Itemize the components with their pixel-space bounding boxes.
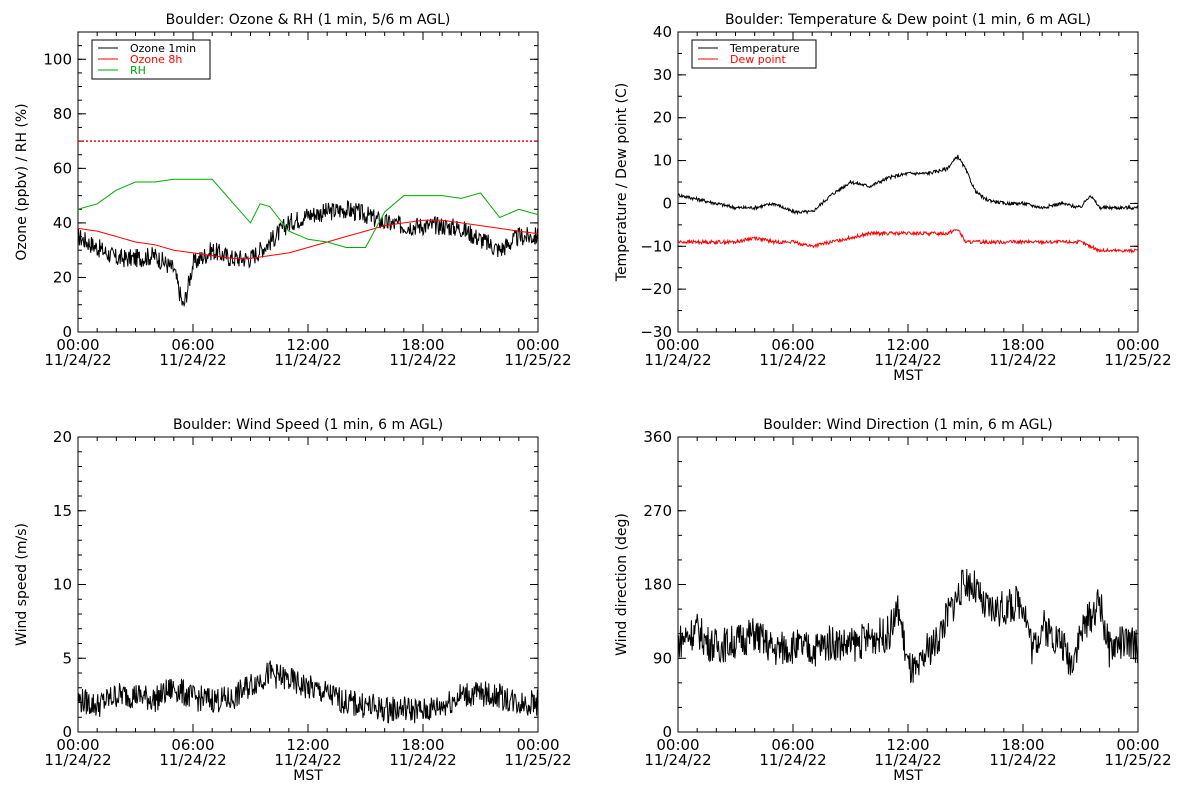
x-tick-date: 11/24/22 [989, 751, 1056, 769]
chart-title: Boulder: Wind Speed (1 min, 6 m AGL) [173, 417, 443, 433]
x-tick-time: 00:00 [56, 736, 99, 754]
x-tick-date: 11/25/22 [504, 751, 571, 769]
legend-label: Dew point [730, 53, 786, 66]
x-tick-time: 06:00 [171, 336, 214, 354]
y-axis-label: Wind speed (m/s) [14, 523, 30, 646]
series-line-temperature [678, 154, 1138, 216]
y-axis-label: Temperature / Dew point (C) [614, 83, 630, 282]
x-tick-time: 18:00 [1001, 336, 1044, 354]
x-tick-time: 00:00 [516, 336, 559, 354]
y-tick-label: −10 [640, 237, 672, 255]
chart-panel-3: Boulder: Wind Direction (1 min, 6 m AGL)… [614, 417, 1172, 784]
chart-title: Boulder: Temperature & Dew point (1 min,… [725, 12, 1091, 28]
legend-label: Ozone 8h [130, 53, 182, 66]
legend-label: Temperature [729, 42, 800, 55]
legend-label: RH [130, 64, 146, 77]
x-tick-time: 00:00 [1116, 736, 1159, 754]
x-tick-date: 11/24/22 [389, 751, 456, 769]
x-tick-time: 18:00 [1001, 736, 1044, 754]
x-tick-time: 00:00 [656, 736, 699, 754]
x-tick-time: 12:00 [886, 736, 929, 754]
series-line-data [78, 660, 538, 724]
x-tick-date: 11/24/22 [644, 351, 711, 369]
x-tick-date: 11/25/22 [504, 351, 571, 369]
y-tick-label: 180 [643, 576, 672, 594]
x-tick-date: 11/24/22 [759, 351, 826, 369]
x-tick-date: 11/25/22 [1104, 351, 1171, 369]
y-tick-label: 90 [653, 649, 672, 667]
plot-frame [677, 436, 1139, 733]
x-tick-time: 06:00 [771, 336, 814, 354]
y-tick-label: 0 [62, 723, 72, 741]
x-tick-time: 18:00 [401, 336, 444, 354]
x-axis-label: MST [293, 768, 323, 784]
y-tick-label: 20 [53, 268, 72, 286]
y-tick-label: 100 [43, 50, 72, 68]
y-tick-label: 0 [662, 723, 672, 741]
y-tick-label: −30 [640, 323, 672, 341]
y-tick-label: 40 [53, 214, 72, 232]
x-tick-time: 18:00 [401, 736, 444, 754]
x-tick-date: 11/24/22 [989, 351, 1056, 369]
x-tick-date: 11/24/22 [44, 351, 111, 369]
y-tick-label: 0 [62, 323, 72, 341]
series-line-rh [78, 178, 538, 248]
x-tick-date: 11/24/22 [159, 751, 226, 769]
chart-panel-2: Boulder: Wind Speed (1 min, 6 m AGL) 0 5 10… [14, 417, 572, 784]
legend-label: Ozone 1min [130, 42, 196, 55]
x-axis-label: MST [893, 368, 923, 384]
y-axis-label: Wind direction (deg) [614, 513, 630, 656]
legend-box [691, 39, 817, 69]
y-tick-label: 10 [53, 576, 72, 594]
x-tick-time: 12:00 [286, 736, 329, 754]
x-axis-label: MST [893, 768, 923, 784]
chart-panel-1: Boulder: Temperature & Dew point (1 min,… [614, 12, 1172, 384]
chart-title: Boulder: Wind Direction (1 min, 6 m AGL) [763, 417, 1052, 433]
y-tick-label: 5 [62, 649, 72, 667]
x-tick-date: 11/25/22 [1104, 751, 1171, 769]
x-tick-time: 06:00 [771, 736, 814, 754]
y-tick-label: 15 [53, 502, 72, 520]
y-axis-label: Ozone (ppbv) / RH (%) [14, 103, 30, 260]
x-tick-time: 12:00 [886, 336, 929, 354]
y-tick-label: −20 [640, 280, 672, 298]
x-tick-time: 00:00 [1116, 336, 1159, 354]
y-tick-label: 20 [53, 428, 72, 446]
x-tick-date: 11/24/22 [274, 351, 341, 369]
y-tick-label: 30 [653, 66, 672, 84]
x-tick-date: 11/24/22 [44, 751, 111, 769]
chart-title: Boulder: Ozone & RH (1 min, 5/6 m AGL) [166, 12, 451, 28]
y-tick-label: 360 [643, 428, 672, 446]
x-tick-date: 11/24/22 [759, 751, 826, 769]
series-line-data [678, 568, 1138, 684]
chart-panel-0: Boulder: Ozone & RH (1 min, 5/6 m AGL) 0 2… [14, 12, 572, 369]
x-tick-time: 06:00 [171, 736, 214, 754]
x-tick-time: 00:00 [516, 736, 559, 754]
x-tick-time: 00:00 [656, 336, 699, 354]
series-line-ozone-1min [78, 199, 538, 308]
plot-frame [677, 31, 1139, 333]
y-tick-label: 10 [653, 152, 672, 170]
x-tick-date: 11/24/22 [389, 351, 456, 369]
series-line-dew-point [678, 228, 1138, 254]
y-tick-label: 80 [53, 105, 72, 123]
x-tick-time: 12:00 [286, 336, 329, 354]
x-tick-date: 11/24/22 [874, 751, 941, 769]
y-tick-label: 60 [53, 159, 72, 177]
y-tick-label: 20 [653, 109, 672, 127]
x-tick-date: 11/24/22 [159, 351, 226, 369]
y-tick-label: 40 [653, 23, 672, 41]
y-tick-label: 0 [662, 194, 672, 212]
series-line-ozone-8h [78, 219, 538, 259]
x-tick-date: 11/24/22 [644, 751, 711, 769]
x-tick-date: 11/24/22 [274, 751, 341, 769]
y-tick-label: 270 [643, 502, 672, 520]
x-tick-date: 11/24/22 [874, 351, 941, 369]
x-tick-time: 00:00 [56, 336, 99, 354]
